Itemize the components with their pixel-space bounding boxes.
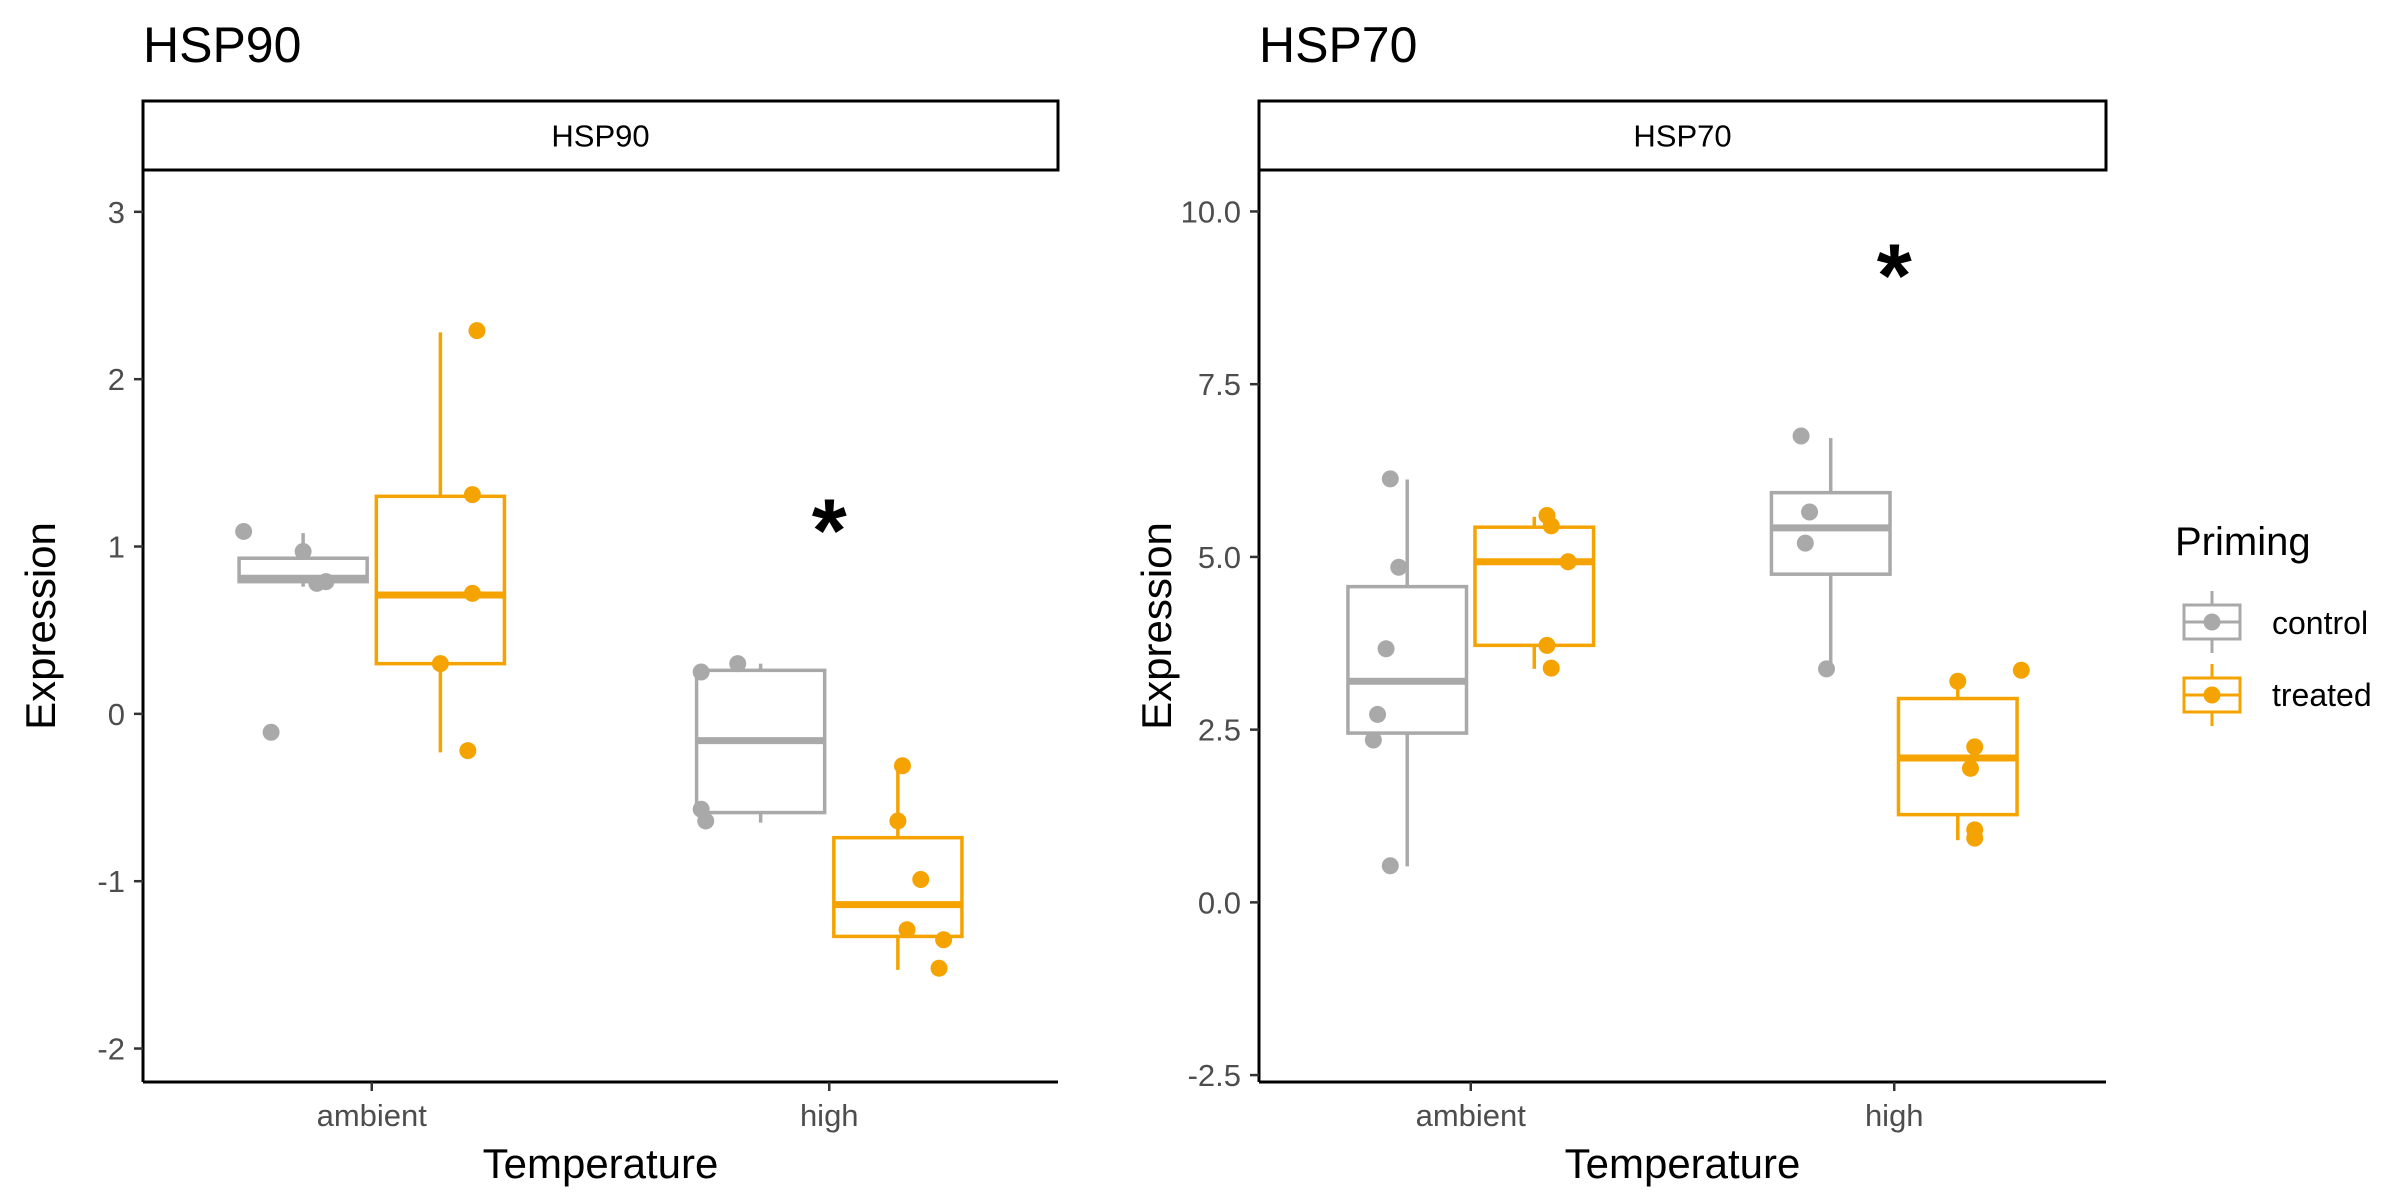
legend-item-treated: treated: [2182, 664, 2372, 726]
data-point: [1542, 517, 1560, 535]
chart-panels: HSP90 HSP90 -2 -1 0 1 2 3 ambient high Temperature…: [17, 17, 2108, 1187]
panel-title: HSP90: [143, 17, 301, 73]
data-point: [262, 723, 280, 741]
box-iqr: [832, 835, 964, 939]
series-treated: [374, 322, 964, 977]
legend-label-control: control: [2272, 605, 2368, 641]
data-point: [697, 812, 715, 830]
x-tick-label: high: [1865, 1098, 1924, 1133]
box-iqr: [1769, 490, 1892, 576]
data-point: [1559, 553, 1577, 571]
box-control-ambient: [235, 522, 369, 741]
x-axis-label: Temperature: [1565, 1140, 1801, 1187]
data-point: [930, 959, 948, 977]
y-tick-label: 5.0: [1198, 540, 1241, 575]
data-point: [935, 931, 953, 949]
data-point: [1364, 731, 1382, 749]
data-point: [889, 812, 907, 830]
data-point: [1538, 636, 1556, 654]
box-iqr: [1346, 584, 1469, 735]
data-point: [1949, 672, 1967, 690]
data-point: [1390, 558, 1408, 576]
y-tick-label: 10.0: [1181, 194, 1241, 229]
data-point: [1381, 857, 1399, 875]
data-point: [893, 757, 911, 775]
legend-title: Priming: [2175, 520, 2311, 564]
y-tick-label: 3: [108, 195, 125, 230]
data-point: [898, 921, 916, 939]
data-point: [294, 543, 312, 561]
box-iqr: [1473, 525, 1596, 648]
data-point: [1801, 503, 1819, 521]
box-treated-ambient: [1473, 506, 1596, 677]
facet-strip-label: HSP70: [1633, 119, 1731, 154]
data-point: [1966, 738, 1984, 756]
series-treated: [1473, 506, 2030, 847]
data-point: [235, 522, 253, 540]
data-point: [1377, 640, 1395, 658]
y-tick-label: 0.0: [1198, 885, 1241, 920]
data-point: [1381, 470, 1399, 488]
data-point: [729, 655, 747, 673]
data-point: [463, 584, 481, 602]
legend-key-point: [2203, 613, 2221, 631]
box-treated-high: [1896, 661, 2030, 847]
x-tick-label: high: [800, 1098, 859, 1133]
data-point: [692, 663, 710, 681]
panel-title: HSP70: [1259, 17, 1417, 73]
box-iqr: [374, 494, 507, 666]
y-tick-label: 1: [108, 530, 125, 565]
data-point: [431, 655, 449, 673]
data-point: [463, 486, 481, 504]
y-tick-label: -1: [97, 864, 125, 899]
x-tick-label: ambient: [317, 1098, 428, 1133]
legend-item-control: control: [2182, 591, 2368, 653]
data-point: [459, 742, 477, 760]
series-control: [1346, 427, 1892, 875]
facet-strip: [1257, 99, 2108, 172]
legend-label-treated: treated: [2272, 677, 2372, 713]
significance-marker: *: [812, 481, 847, 581]
significance-marker: *: [1877, 227, 1912, 327]
y-tick-label: -2: [97, 1032, 125, 1067]
y-axis-label: Expression: [17, 522, 64, 730]
legend-key-point: [2203, 686, 2221, 704]
series-control: [235, 522, 827, 830]
y-tick-label: 7.5: [1198, 367, 1241, 402]
data-point: [1961, 759, 1979, 777]
data-point: [1369, 705, 1387, 723]
panel-hsp70: HSP70 HSP70 -2.5 0.0 2.5 5.0 7.5 10.0 ambient hig…: [1133, 17, 2108, 1187]
box-control-high: [692, 655, 827, 830]
y-tick-label: -2.5: [1188, 1058, 1241, 1093]
data-point: [468, 322, 486, 340]
y-tick-label: 2: [108, 362, 125, 397]
facet-strip: [141, 99, 1060, 172]
data-point: [1792, 427, 1810, 445]
panel-hsp90: HSP90 HSP90 -2 -1 0 1 2 3 ambient high Temperature…: [17, 17, 1060, 1187]
box-control-high: [1769, 427, 1892, 678]
data-point: [1966, 829, 1984, 847]
data-point: [912, 871, 930, 889]
facet-strip-label: HSP90: [551, 119, 649, 154]
data-point: [1796, 534, 1814, 552]
x-tick-label: ambient: [1416, 1098, 1527, 1133]
box-treated-high: [832, 757, 964, 977]
y-tick-label: 0: [108, 697, 125, 732]
box-control-ambient: [1346, 470, 1469, 875]
data-point: [317, 573, 335, 591]
data-point: [1817, 660, 1835, 678]
box-treated-ambient: [374, 322, 507, 760]
legend: Priming control treated: [2175, 520, 2372, 726]
y-axis-label: Expression: [1133, 522, 1180, 730]
x-axis-label: Temperature: [483, 1140, 719, 1187]
data-point: [2012, 661, 2030, 679]
y-tick-label: 2.5: [1198, 713, 1241, 748]
data-point: [1542, 659, 1560, 677]
